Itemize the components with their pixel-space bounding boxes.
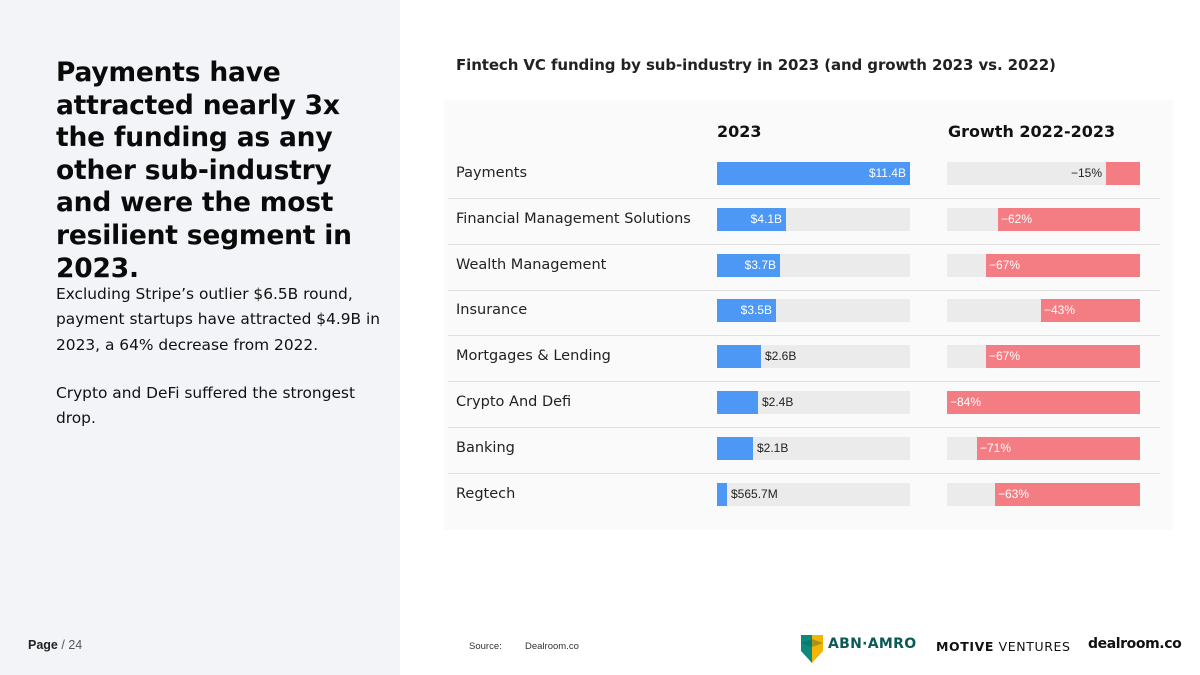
growth-track: −15% — [947, 162, 1140, 185]
category-label: Mortgages & Lending — [456, 348, 611, 365]
dealroom-logo: dealroom.co — [1088, 636, 1182, 652]
growth-track: −62% — [947, 207, 1140, 231]
source-label: Source: — [469, 641, 502, 652]
funding-track: $3.7B — [717, 253, 910, 277]
chart-row: Banking $2.1B −71% — [448, 428, 1160, 474]
funding-bar — [717, 391, 758, 414]
growth-bar — [986, 253, 1140, 277]
growth-track: −84% — [947, 391, 1140, 414]
category-label: Payments — [456, 165, 528, 181]
funding-value-label: $2.1B — [757, 440, 789, 455]
funding-value-label: $4.1B — [750, 211, 782, 226]
chart-row: Crypto And Defi $2.4B −84% — [448, 382, 1160, 428]
funding-bar — [717, 436, 753, 460]
row-divider — [448, 335, 1160, 337]
growth-track: −43% — [947, 299, 1140, 323]
category-label: Wealth Management — [456, 256, 607, 273]
abn-shield-icon — [801, 635, 823, 663]
row-divider — [448, 427, 1160, 428]
category-label: Regtech — [456, 485, 516, 502]
funding-bar — [717, 253, 780, 277]
growth-value-label: −71% — [980, 440, 1012, 455]
growth-bar — [947, 391, 1140, 414]
growth-bar — [995, 482, 1140, 506]
row-divider — [448, 198, 1160, 199]
chart-row: Payments $11.4B −15% — [448, 153, 1160, 199]
body-paragraph-2: Crypto and DeFi suffered the strongest d… — [56, 384, 355, 428]
funding-bar — [717, 345, 761, 369]
row-divider — [448, 289, 1160, 291]
abn-amro-logo: ABN·AMRO — [801, 633, 921, 667]
row-divider — [448, 472, 1160, 474]
funding-track: $2.6B — [717, 345, 910, 369]
page-number: Page / 24 — [28, 638, 82, 652]
growth-track: −67% — [947, 345, 1140, 369]
funding-track: $3.5B — [717, 299, 910, 323]
growth-value-label: −63% — [998, 486, 1030, 501]
growth-value-label: −43% — [1044, 303, 1076, 318]
growth-bar — [986, 345, 1140, 369]
chart-row: Mortgages & Lending $2.6B −67% — [448, 336, 1160, 383]
funding-value-label: $3.5B — [740, 303, 772, 318]
chart-row: Regtech $565.7M −63% — [448, 474, 1160, 520]
chart-row: Insurance $3.5B −43% — [448, 290, 1160, 337]
growth-track: −63% — [947, 482, 1140, 506]
chart-row: Wealth Management $3.7B −67% — [448, 245, 1160, 291]
row-divider — [448, 243, 1160, 245]
funding-track: $2.1B — [717, 436, 910, 460]
funding-bar — [717, 207, 786, 231]
funding-track: $565.7M — [717, 482, 910, 506]
funding-value-label: $3.7B — [744, 257, 776, 272]
growth-value-label: −67% — [989, 257, 1021, 272]
category-label: Banking — [456, 439, 515, 456]
funding-track: $2.4B — [717, 391, 910, 414]
row-divider — [448, 381, 1160, 383]
column-header-growth: Growth 2022-2023 — [948, 122, 1116, 141]
column-header-2023: 2023 — [717, 122, 762, 141]
chart-title: Fintech VC funding by sub-industry in 20… — [456, 56, 1056, 74]
body-paragraph-1: Excluding Stripe’s outlier $6.5B round, … — [56, 285, 381, 354]
motive-logo-bold: MOTIVE — [936, 639, 995, 654]
category-label: Insurance — [456, 302, 528, 319]
growth-bar — [1106, 162, 1140, 185]
growth-value-label: −84% — [950, 395, 982, 409]
headline: Payments have attracted nearly 3x the fu… — [56, 57, 352, 284]
growth-value-label: −67% — [989, 349, 1021, 364]
funding-bar — [717, 162, 910, 185]
growth-bar — [998, 207, 1140, 231]
growth-bar — [977, 436, 1140, 460]
source-value: Dealroom.co — [525, 641, 579, 652]
funding-value-label: $565.7M — [731, 486, 778, 501]
funding-value-label: $2.6B — [765, 349, 797, 364]
growth-value-label: −15% — [1070, 166, 1102, 180]
category-label: Financial Management Solutions — [456, 210, 691, 227]
abn-logo-text: ABN·AMRO — [828, 636, 917, 652]
growth-value-label: −62% — [1001, 211, 1033, 226]
category-label: Crypto And Defi — [456, 394, 572, 410]
funding-value-label: $2.4B — [762, 395, 794, 409]
funding-bar — [717, 299, 776, 323]
growth-bar — [1041, 299, 1140, 323]
motive-logo-rest: VENTURES — [994, 639, 1071, 654]
page-total: / 24 — [61, 638, 83, 652]
motive-ventures-logo: MOTIVE VENTURES — [936, 639, 1071, 654]
page-label: Page — [28, 638, 58, 652]
growth-track: −71% — [947, 436, 1140, 460]
funding-value-label: $11.4B — [868, 166, 906, 180]
funding-track: $4.1B — [717, 207, 910, 231]
funding-bar — [717, 482, 727, 506]
left-panel — [0, 0, 400, 675]
funding-track: $11.4B — [717, 162, 910, 185]
chart-row: Financial Management Solutions $4.1B −62% — [448, 199, 1160, 245]
growth-track: −67% — [947, 253, 1140, 277]
